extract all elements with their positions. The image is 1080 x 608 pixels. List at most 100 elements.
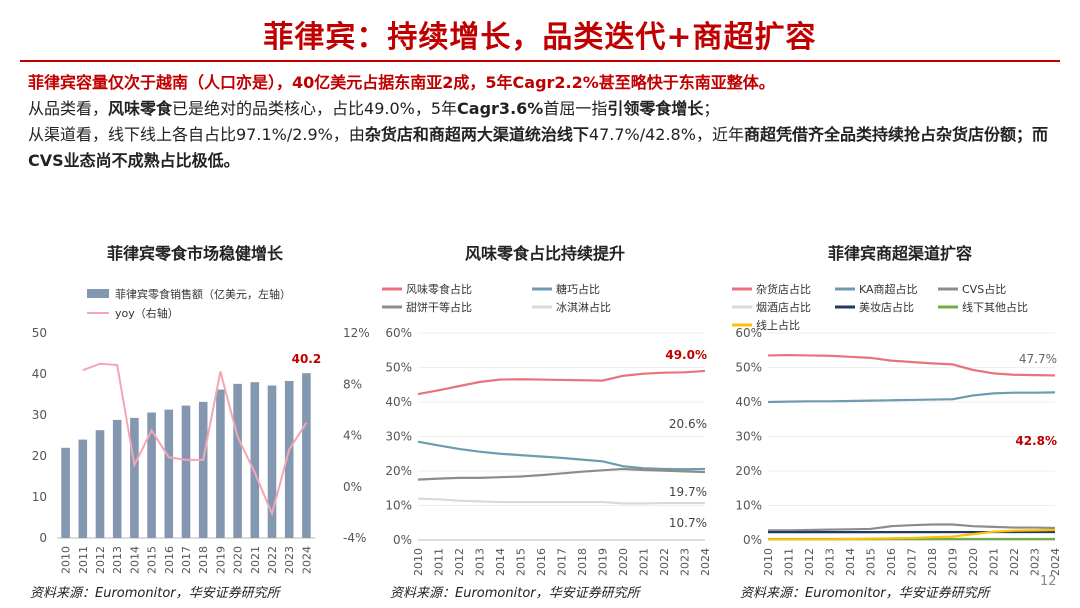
- x-tick-label: 2011: [783, 548, 796, 576]
- bullet-line-1: 菲律宾容量仅次于越南（人口亦是），40亿美元占据东南亚2成，5年Cagr2.2%…: [28, 73, 775, 92]
- bar-2021: [250, 382, 260, 538]
- last-value-label: 40.2: [292, 352, 322, 366]
- y-tick-label: 20%: [385, 464, 412, 478]
- x-tick-label: 2013: [474, 548, 487, 576]
- x-tick-label: 2012: [94, 546, 107, 574]
- legend-label: CVS占比: [962, 282, 1006, 296]
- y-tick-label: 40%: [385, 395, 412, 409]
- bullet-line-3: 从渠道看，线下线上各自占比97.1%/2.9%，由杂货店和商超两大渠道统治线下4…: [28, 122, 1058, 174]
- x-tick-label: 2015: [865, 548, 878, 576]
- x-tick-label: 2014: [494, 548, 507, 576]
- x-tick-label: 2016: [885, 548, 898, 576]
- chart1-title: 菲律宾零食市场稳健增长: [106, 244, 283, 263]
- line2-seg: 已是绝对的品类核心，占比49.0%，5年: [172, 99, 458, 118]
- series-line: [417, 440, 706, 471]
- x-tick-label: 2018: [926, 548, 939, 576]
- bar-2015: [147, 412, 156, 538]
- legend-swatch-sales: [87, 289, 109, 298]
- legend-label: 线下其他占比: [962, 300, 1028, 314]
- title-divider: [20, 60, 1060, 62]
- x-tick-label: 2015: [146, 546, 159, 574]
- x-tick-label: 2019: [214, 546, 227, 574]
- x-tick-label: 2022: [266, 546, 279, 574]
- x-tick-label: 2010: [762, 548, 775, 576]
- y-tick-label: 10%: [735, 499, 762, 513]
- x-tick-label: 2023: [283, 546, 296, 574]
- bar-2014: [130, 417, 139, 538]
- end-value-label: 10.7%: [669, 516, 707, 530]
- series-line: [768, 528, 1056, 541]
- bar-2017: [181, 405, 191, 538]
- x-tick-label: 2011: [77, 546, 90, 574]
- x-tick-label: 2013: [111, 546, 124, 574]
- line2-seg: 引领零食增长: [607, 99, 704, 118]
- y-tick-label: 30%: [735, 430, 762, 444]
- bar-2010: [61, 447, 70, 538]
- source-note-2: 资料来源：Euromonitor，华安证券研究所: [390, 586, 640, 601]
- end-value-label: 20.6%: [669, 417, 707, 431]
- legend-label: 风味零食占比: [406, 282, 472, 296]
- y-right-tick-label: 4%: [343, 429, 362, 443]
- line2-seg: 风味零食: [108, 99, 173, 118]
- line2-seg: Cagr3.6%: [457, 99, 544, 118]
- y-left-tick-label: 20: [32, 449, 47, 463]
- y-left-tick-label: 30: [32, 408, 47, 422]
- bar-2018: [198, 401, 208, 538]
- chart2-title: 风味零食占比持续提升: [464, 244, 625, 263]
- end-value-label: 19.7%: [669, 485, 707, 499]
- source-note-3: 资料来源：Euromonitor，华安证券研究所: [740, 586, 990, 601]
- x-tick-label: 2024: [699, 548, 712, 576]
- legend-label: 线上占比: [756, 318, 800, 332]
- bar-2019: [216, 389, 225, 538]
- x-tick-label: 2020: [967, 548, 980, 576]
- y-right-tick-label: 0%: [343, 480, 362, 494]
- end-value-label: 49.0%: [665, 348, 707, 362]
- line3-seg: 从渠道看，线下线上各自占比97.1%/2.9%，由: [28, 125, 365, 144]
- y-tick-label: 0%: [393, 533, 412, 547]
- x-tick-label: 2010: [60, 546, 73, 574]
- bar-2022: [267, 385, 277, 538]
- x-tick-label: 2010: [412, 548, 425, 576]
- legend-label-yoy: yoy（右轴）: [115, 306, 179, 320]
- x-tick-label: 2012: [803, 548, 816, 576]
- x-tick-label: 2021: [638, 548, 651, 576]
- y-tick-label: 0%: [743, 533, 762, 547]
- bullet-line-2: 从品类看，风味零食已是绝对的品类核心，占比49.0%，5年Cagr3.6%首屈一…: [28, 96, 1058, 122]
- bar-2024: [302, 373, 311, 538]
- end-value-label: 47.7%: [1019, 352, 1057, 366]
- x-tick-label: 2019: [597, 548, 610, 576]
- x-tick-label: 2013: [824, 548, 837, 576]
- x-tick-label: 2020: [232, 546, 245, 574]
- y-right-tick-label: 12%: [343, 326, 370, 340]
- x-tick-label: 2016: [163, 546, 176, 574]
- legend-label: 杂货店占比: [756, 282, 811, 296]
- x-tick-label: 2017: [180, 546, 193, 574]
- line3-seg: 47.7%/42.8%，近年: [588, 125, 744, 144]
- y-tick-label: 30%: [385, 430, 412, 444]
- x-tick-label: 2017: [556, 548, 569, 576]
- y-tick-label: 60%: [735, 326, 762, 340]
- series-line: [768, 523, 1056, 532]
- y-tick-label: 50%: [735, 361, 762, 375]
- line3-seg: 杂货店和商超两大渠道统治线下: [364, 125, 589, 144]
- x-tick-label: 2016: [535, 548, 548, 576]
- x-tick-label: 2014: [128, 546, 141, 574]
- legend-label: 甜饼干等占比: [406, 300, 472, 314]
- end-value-label: 42.8%: [1015, 434, 1057, 448]
- x-tick-label: 2018: [576, 548, 589, 576]
- x-tick-label: 2021: [249, 546, 262, 574]
- x-tick-label: 2011: [433, 548, 446, 576]
- x-tick-label: 2021: [988, 548, 1001, 576]
- x-tick-label: 2019: [947, 548, 960, 576]
- y-tick-label: 60%: [385, 326, 412, 340]
- y-left-tick-label: 0: [39, 531, 47, 545]
- x-tick-label: 2023: [1029, 548, 1042, 576]
- series-line: [417, 497, 705, 505]
- series-line: [767, 353, 1056, 377]
- chart1-market-size: 菲律宾零食销售额（亿美元，左轴） yoy（右轴） 0 10 20 30 40 50 -4% 0% 4…: [32, 287, 370, 574]
- y-tick-label: 20%: [735, 464, 762, 478]
- bar-2012: [95, 430, 105, 538]
- source-note-1: 资料来源：Euromonitor，华安证券研究所: [30, 586, 280, 601]
